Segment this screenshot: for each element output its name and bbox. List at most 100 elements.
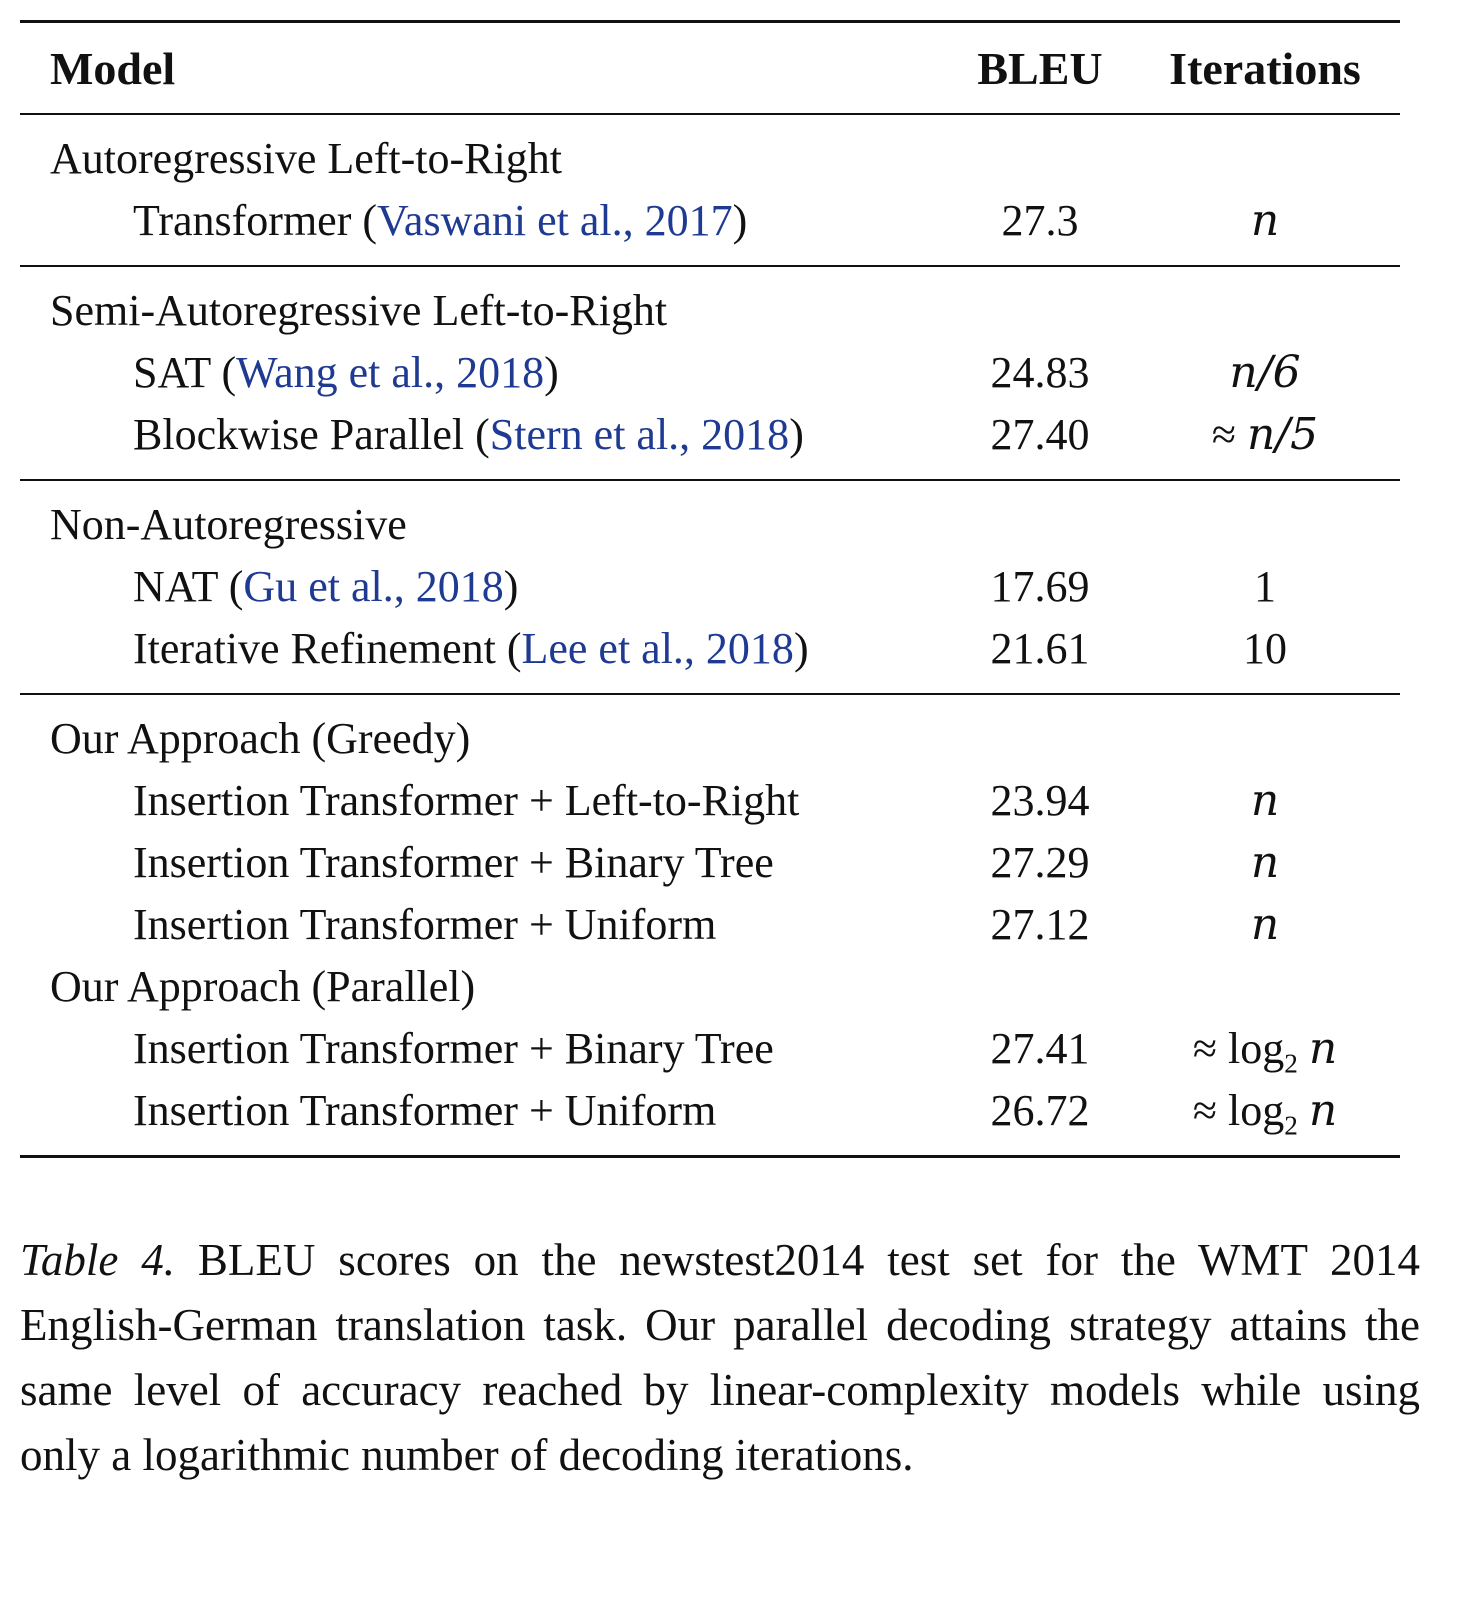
citation-link[interactable]: Stern et al., 2018: [489, 409, 790, 459]
bleu-cell: 24.83: [990, 347, 1090, 397]
model-cell: NAT (Gu et al., 2018): [20, 561, 950, 612]
table-row: NAT (Gu et al., 2018) 17.69 1: [20, 555, 1400, 617]
iterations-expr: 10: [1243, 623, 1287, 673]
group-rule: [20, 693, 1400, 695]
iterations-expr: n: [1250, 194, 1280, 246]
model-name: Insertion Transformer + Binary Tree: [133, 837, 774, 887]
iterations-subscript: 2: [1284, 1110, 1298, 1141]
model-name: Iterative Refinement: [133, 623, 496, 673]
table-row: Iterative Refinement (Lee et al., 2018) 2…: [20, 617, 1400, 679]
table-group: Autoregressive Left-to-Right Transformer …: [20, 115, 1400, 265]
group-rule: [20, 113, 1400, 115]
iterations-cell: n: [1130, 195, 1400, 246]
model-name: NAT: [133, 561, 218, 611]
citation-link[interactable]: Gu et al., 2018: [243, 561, 504, 611]
bottom-rule: [20, 1155, 1400, 1158]
paren-open: (: [210, 347, 237, 397]
table-row: Insertion Transformer + Binary Tree 27.41…: [20, 1017, 1400, 1079]
table-row: Insertion Transformer + Uniform 26.72 ≈ lo…: [20, 1079, 1400, 1141]
model-cell: Insertion Transformer + Left-to-Right: [20, 775, 950, 826]
iterations-expr: log: [1227, 1023, 1285, 1073]
model-name: Insertion Transformer + Left-to-Right: [133, 775, 800, 825]
group-title-row: Semi-Autoregressive Left-to-Right: [20, 279, 1400, 341]
group-title-row: Our Approach (Parallel): [20, 955, 1400, 1017]
bleu-cell: 27.3: [1001, 195, 1079, 245]
table-group: Our Approach (Parallel) Insertion Transfo…: [20, 955, 1400, 1155]
group-title: Semi-Autoregressive Left-to-Right: [50, 285, 668, 335]
iterations-cell: 10: [1130, 623, 1400, 674]
paren-open: (: [217, 561, 244, 611]
iterations-cell: 1: [1130, 561, 1400, 612]
iterations-expr: n/6: [1229, 346, 1301, 398]
iterations-expr: 1: [1254, 561, 1276, 611]
table-caption: Table 4. BLEU scores on the newstest2014…: [20, 1228, 1420, 1488]
iterations-cell: ≈ n/5: [1130, 409, 1400, 460]
citation-link[interactable]: Lee et al., 2018: [521, 623, 794, 673]
header-bleu: BLEU: [977, 42, 1103, 94]
iterations-cell: n/6: [1130, 347, 1400, 398]
approx-symbol: ≈: [1192, 1023, 1217, 1073]
table-group: Semi-Autoregressive Left-to-Right SAT (Wa…: [20, 267, 1400, 479]
iterations-cell: ≈ log2 n: [1130, 1022, 1400, 1077]
paren-close: ): [789, 409, 804, 459]
group-title-row: Autoregressive Left-to-Right: [20, 127, 1400, 189]
bleu-cell: 27.29: [990, 837, 1090, 887]
table-row: SAT (Wang et al., 2018) 24.83 n/6: [20, 341, 1400, 403]
group-title: Non-Autoregressive: [50, 499, 407, 549]
caption-text: BLEU scores on the newstest2014 test set…: [20, 1235, 1421, 1480]
group-title-row: Non-Autoregressive: [20, 493, 1400, 555]
model-cell: Insertion Transformer + Binary Tree: [20, 837, 950, 888]
group-title-row: Our Approach (Greedy): [20, 707, 1400, 769]
results-table: Model BLEU Iterations Autoregressive Lef…: [20, 20, 1400, 1158]
model-name: Insertion Transformer + Binary Tree: [133, 1023, 774, 1073]
header-row: Model BLEU Iterations: [20, 23, 1400, 113]
model-cell: Transformer (Vaswani et al., 2017): [20, 195, 950, 246]
iterations-subscript: 2: [1284, 1048, 1298, 1079]
iterations-variable: n: [1308, 1084, 1338, 1136]
paren-close: ): [732, 195, 748, 245]
header-iterations: Iterations: [1169, 42, 1361, 94]
citation-link[interactable]: Wang et al., 2018: [236, 347, 545, 397]
caption-label: Table 4.: [20, 1235, 176, 1285]
paren-close: ): [544, 347, 559, 397]
iterations-variable: n: [1308, 1022, 1338, 1074]
table-group: Our Approach (Greedy) Insertion Transform…: [20, 695, 1400, 955]
group-title: Our Approach (Greedy): [50, 713, 471, 763]
table-row: Transformer (Vaswani et al., 2017) 27.3 n: [20, 189, 1400, 251]
iterations-cell: n: [1130, 775, 1400, 826]
citation-link[interactable]: Vaswani et al., 2017: [377, 195, 733, 245]
bleu-cell: 27.40: [990, 409, 1090, 459]
paren-open: (: [495, 623, 522, 673]
iterations-expr: n: [1250, 898, 1280, 950]
bleu-cell: 26.72: [990, 1085, 1090, 1135]
paren-open: (: [351, 195, 378, 245]
paren-close: ): [793, 623, 809, 673]
table-row: Insertion Transformer + Binary Tree 27.29…: [20, 831, 1400, 893]
model-cell: Insertion Transformer + Uniform: [20, 899, 950, 950]
table-row: Insertion Transformer + Left-to-Right 23.…: [20, 769, 1400, 831]
bleu-cell: 27.41: [990, 1023, 1090, 1073]
iterations-expr: n: [1250, 774, 1280, 826]
group-title: Our Approach (Parallel): [50, 961, 476, 1011]
iterations-cell: ≈ log2 n: [1130, 1084, 1400, 1139]
model-cell: Insertion Transformer + Uniform: [20, 1085, 950, 1136]
model-name: Transformer: [133, 195, 352, 245]
bleu-cell: 27.12: [990, 899, 1090, 949]
table-group: Non-Autoregressive NAT (Gu et al., 2018) 1…: [20, 481, 1400, 693]
bleu-cell: 21.61: [990, 623, 1090, 673]
model-name: Insertion Transformer + Uniform: [133, 899, 717, 949]
iterations-cell: n: [1130, 899, 1400, 950]
model-cell: SAT (Wang et al., 2018): [20, 347, 950, 398]
paren-close: ): [503, 561, 519, 611]
iterations-expr: log: [1227, 1085, 1285, 1135]
paren-open: (: [464, 409, 490, 459]
model-name: Blockwise Parallel: [133, 409, 465, 459]
approx-symbol: ≈: [1211, 409, 1236, 459]
model-cell: Insertion Transformer + Binary Tree: [20, 1023, 950, 1074]
bleu-cell: 17.69: [990, 561, 1090, 611]
header-model: Model: [50, 42, 176, 94]
model-name: Insertion Transformer + Uniform: [133, 1085, 717, 1135]
table-body: Autoregressive Left-to-Right Transformer …: [20, 113, 1400, 1155]
model-cell: Iterative Refinement (Lee et al., 2018): [20, 623, 950, 674]
top-rule: [20, 20, 1400, 23]
